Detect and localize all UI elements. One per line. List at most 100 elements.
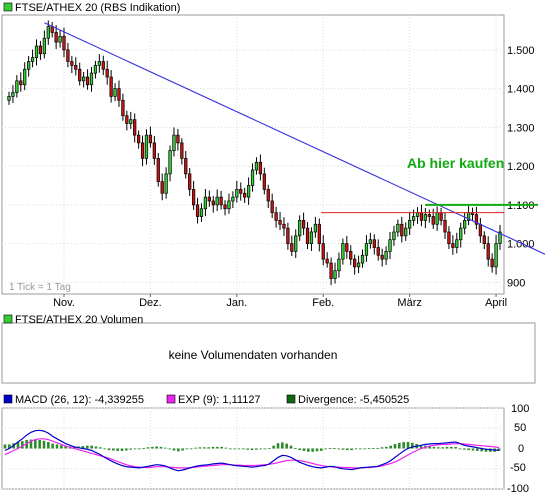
divergence-bar-79 xyxy=(346,448,349,451)
divergence-bar-19 xyxy=(86,445,89,449)
candle-body-50 xyxy=(203,196,208,210)
candle-body-17 xyxy=(74,65,78,70)
candle-body-61 xyxy=(246,185,251,198)
candle-body-82 xyxy=(329,262,333,279)
divergence-bar-22 xyxy=(99,447,102,449)
divergence-bar-61 xyxy=(268,448,271,449)
volume-empty-message: keine Volumendaten vorhanden xyxy=(169,348,338,362)
price-trendlines xyxy=(44,22,545,255)
divergence-bar-3 xyxy=(16,442,20,449)
divergence-bar-59 xyxy=(259,448,262,450)
price-legend-label: FTSE/ATHEX 20 (RBS Indikation) xyxy=(15,2,180,14)
candle-body-119 xyxy=(474,214,479,225)
divergence-bar-36 xyxy=(159,446,163,449)
candle-body-16 xyxy=(70,61,74,66)
volume-legend-swatch xyxy=(3,314,13,324)
price-ytick-label-5: 1.000 xyxy=(507,239,535,251)
divergence-bar-26 xyxy=(116,448,119,451)
divergence-bar-68 xyxy=(298,448,301,451)
macd-line xyxy=(4,429,499,472)
divergence-bar-7 xyxy=(34,439,37,449)
divergence-bar-75 xyxy=(328,448,332,449)
divergence-bar-56 xyxy=(246,448,249,450)
divergence-bar-62 xyxy=(272,445,275,449)
candle-body-44 xyxy=(180,142,184,159)
divergence-bar-93 xyxy=(406,442,410,449)
divergence-bar-87 xyxy=(380,447,384,449)
candle-body-45 xyxy=(184,158,188,175)
candle-body-71 xyxy=(286,227,290,244)
candle-body-99 xyxy=(396,223,400,233)
candle-body-60 xyxy=(243,192,247,198)
candle-body-86 xyxy=(345,243,349,252)
divergence-bar-82 xyxy=(359,448,362,450)
signal-line xyxy=(4,438,500,469)
divergence-bar-84 xyxy=(367,448,371,449)
candle-body-40 xyxy=(164,173,168,194)
candle-body-34 xyxy=(140,142,145,159)
candle-body-125 xyxy=(498,231,502,244)
price-xtick-label-1: Dez. xyxy=(139,297,162,309)
candle-body-77 xyxy=(309,231,314,244)
divergence-bar-78 xyxy=(341,448,345,450)
divergence-bar-0 xyxy=(3,444,7,449)
candle-body-36 xyxy=(148,134,153,144)
candle-body-10 xyxy=(46,26,50,39)
candle-body-110 xyxy=(439,212,443,221)
divergence-bar-25 xyxy=(112,448,115,451)
divergence-bar-37 xyxy=(164,447,167,449)
divergence-bar-67 xyxy=(294,448,297,449)
signal-legend-swatch xyxy=(166,394,176,404)
divergence-bar-34 xyxy=(151,446,154,449)
candle-body-122 xyxy=(486,243,490,260)
divergence-bar-83 xyxy=(363,448,366,450)
candle-body-57 xyxy=(231,196,235,202)
candle-body-1 xyxy=(11,92,15,97)
divergence-bar-94 xyxy=(411,442,414,449)
candle-body-85 xyxy=(341,243,345,260)
divergence-bar-81 xyxy=(354,448,358,450)
divergence-bar-6 xyxy=(29,439,33,449)
divergence-bar-9 xyxy=(42,440,46,449)
divergence-bar-40 xyxy=(177,448,180,452)
divergence-bar-23 xyxy=(103,448,106,450)
divergence-bar-33 xyxy=(146,447,150,449)
candle-body-69 xyxy=(278,220,282,225)
candle-body-80 xyxy=(321,243,325,260)
divergence-bar-77 xyxy=(337,448,340,450)
candle-body-41 xyxy=(168,150,172,175)
divergence-bar-31 xyxy=(138,448,141,450)
candle-body-74 xyxy=(298,220,302,237)
divergence-bar-48 xyxy=(211,446,215,449)
candle-body-103 xyxy=(411,216,416,221)
candle-body-79 xyxy=(317,223,321,244)
divergence-bar-90 xyxy=(393,444,397,449)
candle-body-116 xyxy=(463,220,467,229)
candle-body-102 xyxy=(408,220,412,229)
candle-body-2 xyxy=(15,80,19,93)
candle-body-43 xyxy=(176,134,180,144)
price-xtick-label-4: März xyxy=(397,297,421,309)
candle-body-100 xyxy=(400,223,404,237)
macd-ytick-50: 50 xyxy=(514,422,526,434)
divergence-bar-91 xyxy=(398,442,401,449)
macd-lines xyxy=(4,429,500,472)
divergence-bar-54 xyxy=(237,448,241,450)
signal-legend-label: EXP (9): 1,11127 xyxy=(178,394,261,406)
price-xtick-label-2: Jan. xyxy=(226,297,247,309)
divergence-bar-53 xyxy=(233,448,236,450)
divergence-bar-11 xyxy=(51,443,54,449)
divergence-bar-52 xyxy=(229,448,232,450)
divergence-bar-60 xyxy=(263,448,267,450)
candle-body-14 xyxy=(62,35,66,51)
price-panel-frame xyxy=(1,14,505,295)
candle-body-19 xyxy=(82,76,86,82)
candle-body-22 xyxy=(93,65,98,74)
candle-body-91 xyxy=(364,243,369,256)
candle-body-24 xyxy=(101,61,105,70)
divergence-bar-30 xyxy=(133,448,137,450)
divergence-bar-100 xyxy=(437,447,440,449)
candle-body-111 xyxy=(443,220,447,233)
candle-body-48 xyxy=(195,204,200,217)
